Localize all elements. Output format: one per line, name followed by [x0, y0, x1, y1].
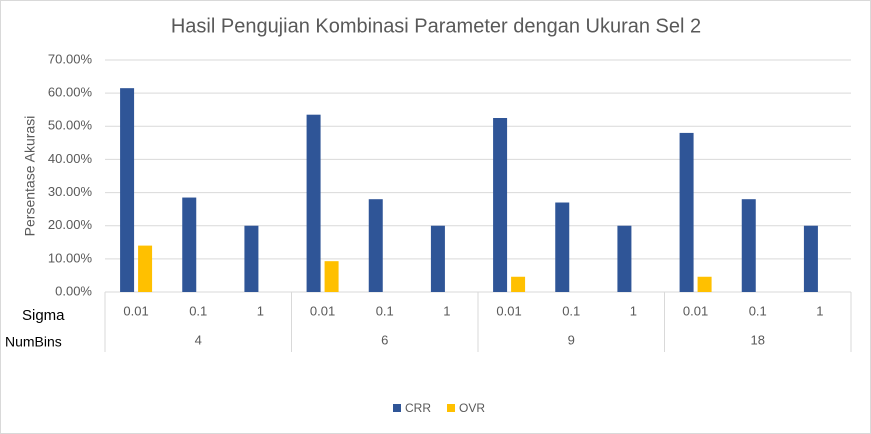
bar: [430, 225, 445, 292]
x-group-label: 9: [568, 332, 575, 347]
y-tick-label: 20.00%: [48, 217, 93, 232]
bar: [138, 245, 153, 292]
bar: [182, 197, 197, 292]
x-tick-label: 0.1: [189, 303, 207, 318]
x-level-name: NumBins: [5, 334, 62, 350]
legend-swatch: [393, 404, 401, 412]
y-tick-label: 70.00%: [48, 51, 93, 66]
bar: [617, 225, 632, 292]
x-level-name: Sigma: [22, 307, 65, 324]
x-tick-label: 1: [630, 303, 637, 318]
chart-title: Hasil Pengujian Kombinasi Parameter deng…: [171, 15, 701, 37]
bar: [120, 88, 135, 293]
x-tick-label: 0.1: [376, 303, 394, 318]
x-group-label: 18: [751, 332, 765, 347]
y-axis-title: Persentase Akurasi: [22, 116, 38, 237]
y-tick-label: 60.00%: [48, 85, 93, 100]
x-tick-label: 0.01: [123, 303, 148, 318]
legend-label: OVR: [459, 401, 485, 415]
x-tick-label: 1: [816, 303, 823, 318]
bar: [511, 276, 526, 292]
bar: [306, 114, 321, 292]
x-tick-label: 0.01: [310, 303, 335, 318]
bar: [244, 225, 259, 292]
y-tick-label: 10.00%: [48, 250, 93, 265]
legend-swatch: [447, 404, 455, 412]
x-tick-label: 0.01: [683, 303, 708, 318]
bar: [803, 225, 818, 292]
x-group-label: 6: [381, 332, 388, 347]
legend-label: CRR: [405, 401, 431, 415]
bar: [324, 261, 339, 292]
bar: [697, 276, 712, 292]
x-tick-label: 0.1: [749, 303, 767, 318]
bar: [741, 199, 756, 292]
y-tick-label: 40.00%: [48, 151, 93, 166]
x-tick-label: 0.1: [562, 303, 580, 318]
y-tick-label: 50.00%: [48, 118, 93, 133]
x-tick-label: 1: [443, 303, 450, 318]
x-tick-label: 0.01: [496, 303, 521, 318]
bar: [493, 118, 508, 292]
y-tick-label: 30.00%: [48, 184, 93, 199]
x-tick-label: 1: [257, 303, 264, 318]
y-tick-label: 0.00%: [55, 283, 92, 298]
x-group-label: 4: [195, 332, 202, 347]
bar: [368, 199, 383, 292]
bar: [555, 202, 570, 292]
bar: [679, 132, 694, 292]
